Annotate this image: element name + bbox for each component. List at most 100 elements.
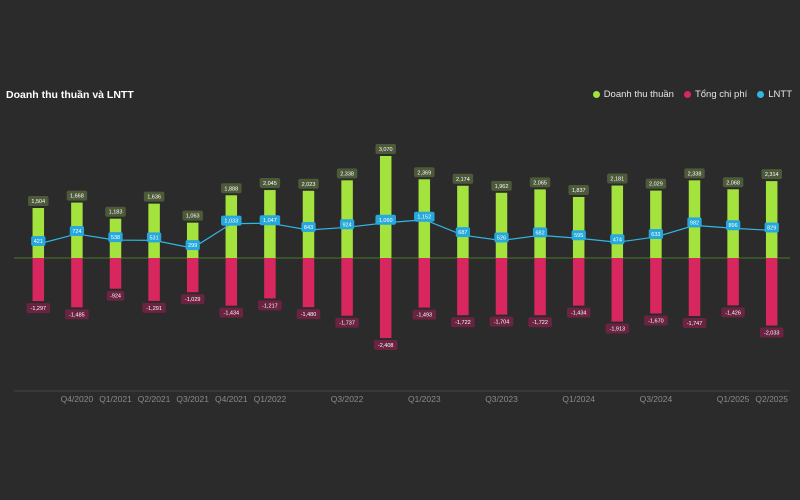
profit-value-label: 1,033 [224,219,238,225]
cost-bar [727,258,739,306]
revenue-bar [495,192,508,258]
revenue-value-label-bg [105,206,126,217]
cost-value-label-bg [180,294,205,305]
cost-bar [109,258,122,289]
cost-bar [495,258,508,315]
cost-value-label-bg [566,307,591,318]
revenue-value-label-bg [336,168,358,179]
legend-label-cost: Tổng chi phí [694,89,748,100]
revenue-value-label: 2,065 [533,180,547,186]
cost-value-label-bg [644,315,668,326]
cost-value-label: -2,033 [764,331,780,337]
profit-value-label: 843 [304,225,313,231]
revenue-value-label: 3,070 [379,147,393,153]
profit-value-label: 896 [729,223,738,229]
revenue-bar [650,190,662,258]
revenue-value-label: 1,962 [495,184,509,190]
revenue-value-label-bg [414,167,435,178]
cost-bar [148,258,160,301]
profit-value-label-bg [455,227,471,238]
revenue-value-label: 2,068 [726,180,740,186]
profit-value-label-bg [532,227,548,238]
revenue-value-label-bg [607,173,628,184]
cost-bar [572,258,585,306]
revenue-value-label: 2,029 [649,182,663,188]
cost-value-label-bg [682,318,707,329]
profit-value-label-bg [339,219,355,230]
revenue-value-label: 2,338 [688,171,702,177]
cost-value-label: -924 [110,294,121,300]
revenue-value-label: 2,045 [263,181,277,187]
legend-dot-revenue [592,91,600,98]
revenue-value-label-bg [143,191,165,202]
x-tick-label: Q1/2024 [562,394,595,404]
cost-value-label: -1,670 [648,318,664,324]
cost-bar [379,258,392,339]
revenue-value-label: 1,183 [109,210,123,216]
cost-bar [650,258,662,314]
cost-bar [186,258,199,293]
cost-bar [302,258,315,308]
cost-bar [264,258,276,299]
x-tick-label: Q4/2021 [215,394,248,404]
profit-value-label: 1,152 [417,215,431,221]
profit-value-label: 595 [574,233,583,239]
cost-value-label: -1,722 [532,320,548,326]
profit-value-label: 1,047 [263,218,277,224]
legend-item-profit[interactable]: LNTT [757,89,792,100]
cost-value-label-bg [373,340,398,351]
cost-bar [534,258,546,316]
cost-value-label-bg [412,309,437,320]
x-tick-label: Q3/2022 [331,394,364,404]
cost-value-label-bg [605,323,630,334]
revenue-value-label-bg [761,169,782,180]
profit-value-label: 474 [613,237,622,243]
revenue-value-label-bg [684,168,705,179]
cost-bar [225,258,238,306]
profit-value-label: 531 [150,235,159,241]
cost-value-label: -1,297 [30,306,46,312]
x-tick-label: Q1/2025 [717,394,750,404]
profit-value-label-bg [687,217,702,228]
profit-value-label: 982 [690,220,699,226]
x-tick-label: Q2/2021 [138,394,171,404]
cost-value-label-bg [335,317,359,328]
profit-value-label-bg [610,234,625,245]
cost-value-label-bg [258,300,282,311]
revenue-bar [148,203,160,258]
revenue-value-label: 2,174 [456,177,470,183]
cost-value-label: -1,434 [571,311,587,317]
profit-value-label: 687 [458,230,467,236]
revenue-value-label: 1,888 [224,186,238,192]
cost-bar [457,258,469,316]
revenue-bar [225,195,238,258]
x-tick-label: Q2/2025 [755,394,788,404]
cost-bar [341,258,353,316]
legend-item-cost[interactable]: Tổng chi phí [683,89,748,100]
profit-value-label: 299 [188,243,197,249]
revenue-value-label-bg [645,178,667,189]
cost-value-label-bg [489,316,514,327]
profit-value-label: 633 [651,232,660,238]
profit-value-label: 526 [497,236,506,242]
profit-value-label-bg [414,211,435,222]
revenue-value-label: 1,636 [147,195,161,201]
cost-bar [765,258,778,326]
revenue-value-label-bg [298,178,319,189]
legend-item-revenue[interactable]: Doanh thu thuần [592,89,674,100]
revenue-bar [341,180,353,258]
revenue-value-label: 2,338 [340,171,354,177]
cost-value-label: -1,704 [494,320,510,326]
cost-value-label: -1,722 [455,320,471,326]
cost-value-label: -2,408 [378,343,394,349]
cost-value-label: -1,480 [301,312,317,318]
cost-bar [611,258,624,322]
revenue-value-label-bg [568,184,589,195]
revenue-value-label-bg [28,196,49,207]
cost-value-label: -1,485 [69,312,85,318]
revenue-value-label-bg [375,144,396,154]
legend-dot-profit [757,91,765,98]
legend: Doanh thu thuần Tổng chi phí LNTT [592,89,792,100]
cost-value-label: -1,747 [687,321,703,327]
cost-value-label-bg [142,302,166,313]
